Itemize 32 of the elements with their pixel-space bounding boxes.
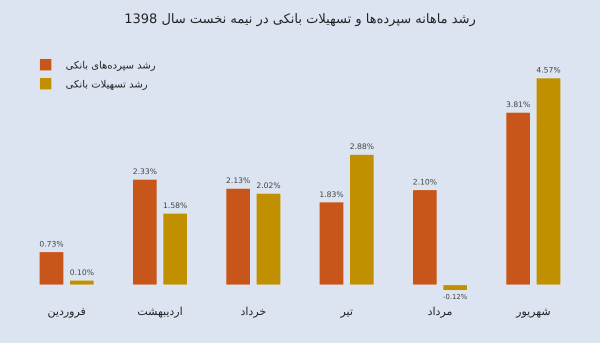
legend-label: رشد تسهیلات بانکی [66,80,148,91]
data-label: 4.57% [536,66,561,75]
data-label: 0.10% [70,268,94,278]
bar [69,280,94,286]
chart-title: رشد ماهانه سپرده‌ها و تسهیلات بانکی در نیمه نخست سال 1398 [124,12,476,27]
x-tick-label: خرداد [240,305,266,318]
data-label: 2.88% [350,142,374,152]
bar [226,188,251,286]
x-tick-label: مرداد [428,305,453,318]
bar [349,154,374,286]
data-label: 0.73% [39,240,64,249]
bar [256,193,281,286]
data-label: 2.10% [412,178,437,187]
x-tick-label: شهریور [515,305,551,318]
data-label: 2.33% [132,167,157,176]
bar [39,252,64,286]
bar [412,190,438,286]
bar [536,78,561,286]
data-label: 2.13% [226,176,250,186]
data-label: 1.83% [319,190,344,199]
bar [132,179,158,286]
data-label: 2.02% [256,181,281,190]
x-tick-label: اردیبهشت [137,305,183,318]
x-tick-label: تیر [339,305,353,318]
bar [442,284,468,291]
data-label: 1.58% [163,201,188,210]
x-tick-label: فروردین [48,305,86,318]
data-label: 3.81% [506,100,530,110]
bar [319,202,344,286]
bar [162,213,188,286]
legend-label: رشد سپرده‌های بانکی [66,60,156,72]
bar [506,112,531,286]
